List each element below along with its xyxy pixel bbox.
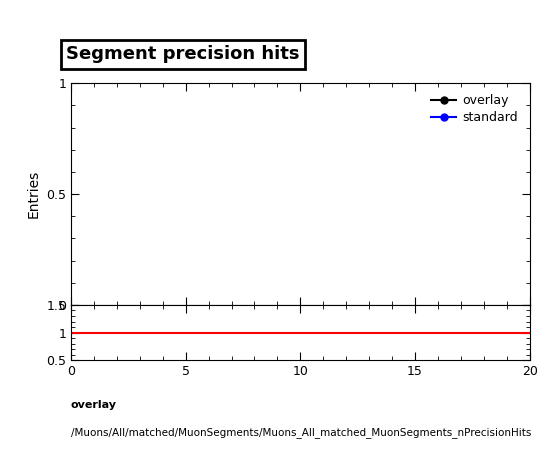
Legend: overlay, standard: overlay, standard	[426, 90, 524, 129]
Y-axis label: Entries: Entries	[27, 170, 40, 218]
Text: /Muons/All/matched/MuonSegments/Muons_All_matched_MuonSegments_nPrecisionHits: /Muons/All/matched/MuonSegments/Muons_Al…	[71, 427, 531, 438]
Text: overlay: overlay	[71, 400, 117, 410]
Text: Segment precision hits: Segment precision hits	[67, 45, 300, 63]
